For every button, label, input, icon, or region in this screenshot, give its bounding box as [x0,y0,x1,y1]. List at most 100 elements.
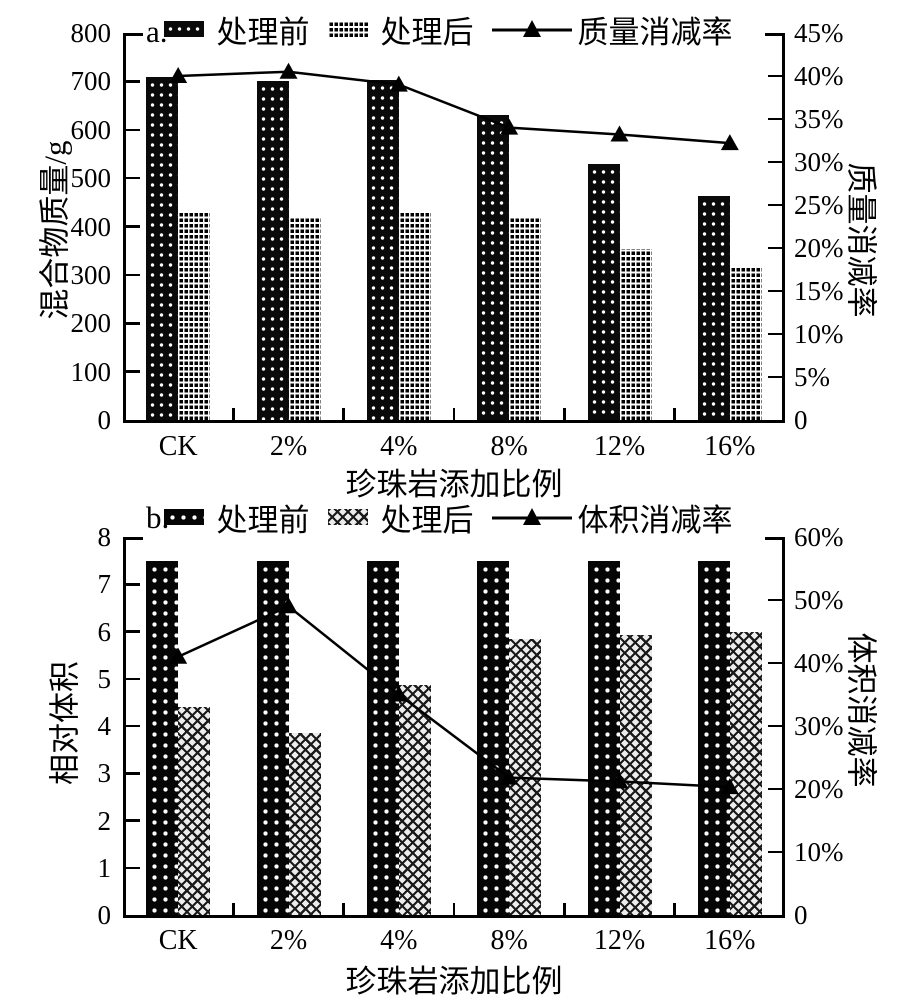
y-left-tick-label-b: 5 [97,663,112,694]
y-right-tick-a [768,289,782,293]
y-right-tick-label-a: 35% [794,104,844,134]
x-tick-a [452,408,456,420]
x-tick-label-a-2%: 2% [269,431,308,462]
y-left-tick-label-a: 300 [70,259,112,290]
y-right-tick-label-a: 15% [794,276,844,306]
y-left-tick-label-a: 500 [70,163,112,194]
bar-after-12%-a [619,248,652,420]
y-right-tick-b [768,724,782,728]
line-series-a [169,62,739,151]
bar-after-CK-b [178,707,211,915]
y-left-tick-b [126,724,140,728]
bar-after-8%-a [509,217,542,420]
y-right-tick-a [768,246,782,250]
x-tick-a [563,408,566,420]
bar-before-2%-a [256,81,289,420]
x-tick-b [452,903,456,915]
bar-before-CK-a [146,76,179,420]
y-left-tick-label-b: 6 [97,616,112,647]
y-right-tick-label-b: 40% [794,648,844,678]
y-left-tick-a [126,273,140,277]
y-right-tick-b [768,787,782,791]
bar-after-2%-b [288,733,321,915]
y-left-tick-b [126,772,140,775]
y-right-tick-label-a: 5% [794,362,830,392]
legend-swatch-after-a [327,21,368,37]
y-right-tick-label-b: 10% [794,837,844,867]
legend-label-a-1: 处理后 [380,14,474,50]
y-right-tick-a [768,74,782,78]
x-axis-title-a: 珍珠岩添加比例 [345,467,563,502]
plot-area-a [123,33,785,423]
x-tick-label-b-2%: 2% [269,925,308,956]
y-right-tick-label-a: 30% [794,147,844,177]
y-left-tick-b [126,819,140,822]
y-left-tick-b [126,583,140,586]
x-tick-label-a-CK: CK [158,431,198,462]
y-right-tick-b [768,661,782,665]
y-left-tick-label-a: 700 [70,66,112,97]
y-left-tick-a [126,370,140,373]
y-right-tick-a [768,160,782,164]
y-left-tick-label-b: 0 [97,900,112,930]
y-left-tick-label-b: 8 [97,522,112,552]
legend-line-sample-b [491,508,572,525]
line-series-b [169,597,739,795]
legend-b: 处理前 处理后 体积消减率 [123,498,785,538]
y-right-tick-a [768,332,782,336]
bar-before-8%-b [477,560,510,915]
bar-after-4%-a [398,211,431,420]
bar-after-12%-b [619,635,652,915]
legend-swatch-before-b [163,509,204,525]
x-tick-label-a-16%: 16% [704,431,756,462]
bar-before-16%-b [697,560,730,915]
y-left-tick-label-a: 600 [70,114,112,145]
legend-line-sample-a [491,20,572,37]
y-right-tick-label-a: 40% [794,61,844,91]
y-right-tick-label-a: 20% [794,233,844,263]
bar-after-CK-a [178,212,211,420]
panel-label-a: a. [146,14,168,49]
y-left-tick-a [126,176,140,180]
plot-area-b [123,537,785,918]
y-left-tick-label-a: 100 [70,356,112,387]
x-tick-b [673,903,676,915]
y-right-tick-a [768,203,782,207]
bar-after-16%-a [729,267,762,420]
y-right-tick-a [768,117,782,121]
y-left-tick-label-a: 0 [97,405,112,435]
y-left-tick-label-b: 2 [97,805,112,836]
y-left-tick-a [126,225,140,228]
y-left-tick-b [126,866,140,869]
y-left-tick-label-b: 7 [97,569,112,600]
x-tick-label-b-12%: 12% [593,925,646,956]
y-left-tick-label-a: 200 [70,308,112,339]
y-left-tick-b [126,677,140,680]
x-tick-label-a-8%: 8% [490,431,528,462]
y-right-tick-label-b: 0 [794,900,808,930]
bar-before-8%-a [477,115,510,420]
bar-after-4%-b [398,684,431,915]
bar-after-2%-a [288,217,321,420]
x-tick-label-b-CK: CK [158,925,198,956]
bar-after-16%-b [729,631,762,915]
legend-a: 处理前 处理后 质量消减率 [123,10,785,50]
bar-before-4%-b [366,560,399,915]
y-left-tick-a [126,322,140,325]
y-left-tick-a [126,80,140,83]
bar-before-12%-a [587,163,620,420]
x-tick-label-b-4%: 4% [380,925,418,956]
y-left-tick-label-a: 800 [70,18,112,48]
x-axis-title-b: 珍珠岩添加比例 [345,964,563,999]
x-tick-label-a-12%: 12% [593,431,646,462]
panel-label-b: b. [146,500,170,535]
x-tick-label-b-16%: 16% [704,925,756,956]
x-tick-a [673,408,676,420]
y-left-tick-a [126,128,140,131]
y-left-tick-label-b: 3 [97,758,112,789]
y-right-tick-label-b: 30% [794,711,844,741]
bar-before-4%-a [366,80,399,420]
x-tick-label-a-4%: 4% [380,431,418,462]
y-right-tick-label-b: 50% [794,585,844,615]
